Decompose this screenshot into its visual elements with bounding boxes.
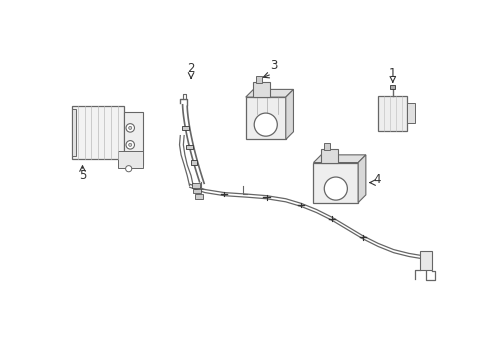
Bar — [408, 103, 415, 123]
Circle shape — [324, 177, 347, 200]
Bar — [194, 189, 201, 193]
Bar — [192, 183, 199, 188]
Circle shape — [129, 143, 132, 147]
Bar — [118, 151, 143, 168]
Bar — [256, 76, 262, 83]
Text: 1: 1 — [389, 67, 396, 80]
Bar — [195, 194, 203, 199]
Bar — [182, 126, 189, 130]
Polygon shape — [358, 155, 366, 203]
Circle shape — [254, 113, 277, 136]
Bar — [124, 112, 143, 165]
Text: 5: 5 — [79, 169, 86, 182]
Bar — [72, 106, 124, 159]
Bar — [245, 97, 286, 139]
Bar — [323, 143, 330, 150]
Circle shape — [125, 166, 132, 172]
Bar — [72, 109, 76, 156]
Polygon shape — [314, 155, 366, 163]
Text: 3: 3 — [270, 59, 277, 72]
Text: 4: 4 — [374, 172, 381, 185]
Circle shape — [126, 141, 134, 149]
Text: 2: 2 — [187, 62, 195, 75]
Bar — [321, 149, 338, 163]
Bar — [420, 251, 432, 270]
Bar — [253, 82, 270, 97]
Circle shape — [126, 124, 134, 132]
Bar — [391, 85, 395, 89]
Polygon shape — [245, 89, 294, 97]
Bar — [378, 95, 408, 131]
Polygon shape — [286, 89, 294, 139]
Bar — [186, 145, 194, 149]
Circle shape — [129, 126, 132, 130]
Bar — [191, 160, 197, 165]
Bar — [314, 163, 358, 203]
